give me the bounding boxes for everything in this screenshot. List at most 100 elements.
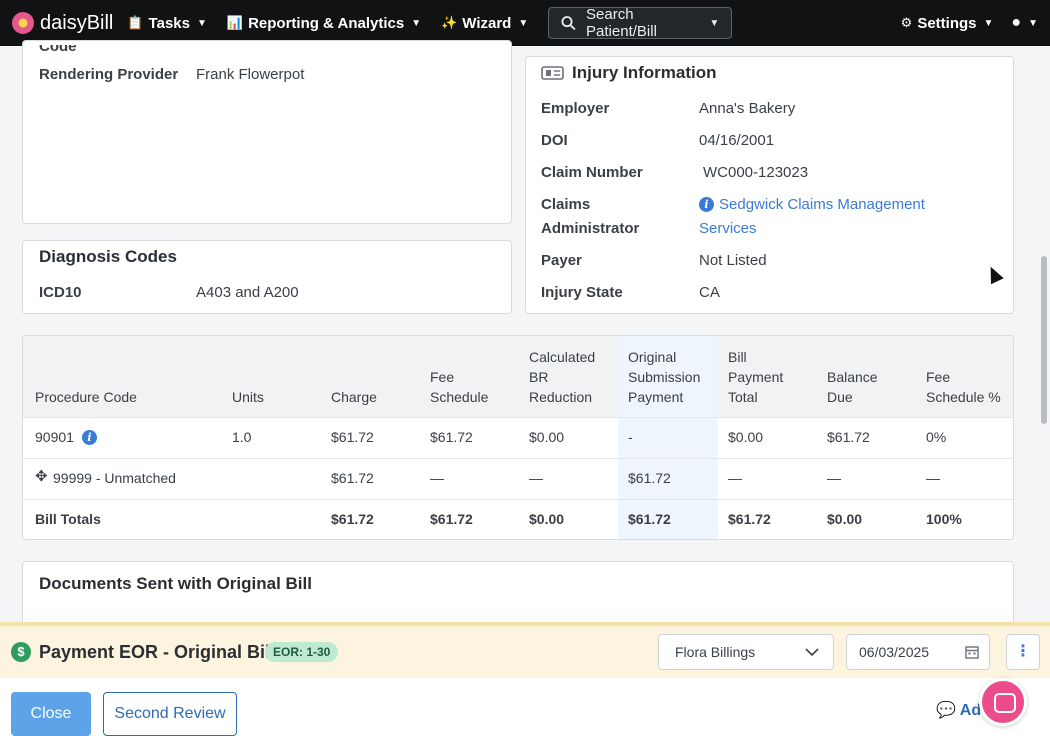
nav-tasks-label: Tasks [148, 14, 190, 32]
header-original-submission-payment: Original [628, 349, 677, 365]
header-bill-payment-total: Payment [728, 369, 784, 385]
nav-settings-label: Settings [917, 14, 977, 32]
date-input[interactable]: 06/03/2025 [846, 634, 990, 670]
procedure-table: Procedure Code Units Charge Fee Schedule Calc… [22, 335, 1014, 540]
claims-admin-label-1: Claims [541, 196, 591, 213]
diagnosis-card [22, 240, 512, 314]
table-cell-fee-schedule: — [430, 470, 444, 486]
table-cell-procedure-code: 90901 [35, 429, 74, 445]
header-bill-payment-total: Total [728, 389, 758, 405]
eor-badge: EOR: 1-30 [265, 642, 339, 662]
date-value: 06/03/2025 [859, 644, 930, 660]
injury-state-label: Injury State [541, 284, 623, 301]
rendering-provider-label: Rendering Provider [39, 66, 179, 83]
chat-launcher-button[interactable] [979, 678, 1027, 726]
provider-card [22, 40, 512, 224]
move-arrows-icon[interactable]: ✥ [35, 468, 48, 485]
totals-cell-original-submission-payment: $61.72 [628, 511, 671, 527]
table-cell-bill-payment-total: — [728, 470, 742, 486]
table-cell-balance-due: $61.72 [827, 429, 870, 445]
close-button[interactable]: Close [11, 692, 91, 736]
chevron-down-icon: ▼ [983, 17, 994, 29]
header-charge: Charge [331, 389, 377, 405]
documents-title: Documents Sent with Original Bill [39, 574, 312, 593]
more-options-button[interactable]: ⋮ [1006, 634, 1040, 670]
claims-admin-link-1[interactable]: Sedgwick Claims Management [719, 196, 925, 213]
chevron-down-icon: ▼ [196, 17, 207, 29]
kebab-icon: ⋮ [1015, 643, 1031, 660]
assignee-value: Flora Billings [675, 644, 756, 660]
claims-admin-label-2: Administrator [541, 220, 640, 237]
table-cell-fee-schedule: $61.72 [430, 429, 473, 445]
header-procedure-code: Procedure Code [35, 389, 137, 405]
injury-title: Injury Information [572, 63, 717, 82]
header-fee-schedule-percent: Schedule % [926, 389, 1001, 405]
cut-off-label: Code [39, 38, 77, 55]
daisy-logo-icon [12, 12, 34, 34]
table-cell-fee-schedule-percent: 0% [926, 429, 947, 445]
header-balance-due: Due [827, 389, 853, 405]
header-original-submission-payment: Submission [628, 369, 701, 385]
search-icon [561, 16, 576, 31]
scrollbar-thumb[interactable] [1041, 256, 1047, 424]
row-divider [23, 458, 1013, 459]
user-avatar-icon: ● [1011, 14, 1022, 31]
table-cell-original-submission-payment: - [628, 429, 633, 445]
nav-reporting[interactable]: 📊 Reporting & Analytics ▼ [227, 15, 421, 32]
diagnosis-title: Diagnosis Codes [39, 247, 177, 266]
dollar-icon: $ [11, 642, 31, 662]
comment-icon: 💬 [936, 702, 956, 719]
nav-wizard-label: Wizard [462, 14, 512, 32]
nav-wizard[interactable]: ✨ Wizard ▼ [441, 15, 528, 32]
totals-cell-fee-schedule: $61.72 [430, 511, 473, 527]
header-balance-due: Balance [827, 369, 878, 385]
table-cell-charge: $61.72 [331, 429, 374, 445]
totals-cell-charge: $61.72 [331, 511, 374, 527]
info-icon[interactable]: i [699, 197, 714, 212]
second-review-button[interactable]: Second Review [103, 692, 237, 736]
header-calculated-br-reduction: Calculated [529, 349, 596, 365]
original-submission-column-highlight [618, 336, 718, 539]
injury-state-value: CA [699, 284, 720, 301]
nav-tasks[interactable]: 📋 Tasks ▼ [127, 15, 207, 32]
totals-cell-balance-due: $0.00 [827, 511, 863, 527]
header-fee-schedule: Fee [430, 369, 455, 385]
table-cell-units: 1.0 [232, 429, 252, 445]
claims-admin-link-2[interactable]: Services [699, 220, 757, 237]
payer-label: Payer [541, 252, 582, 269]
claim-number-value: WC000-123023 [703, 164, 809, 181]
info-icon[interactable]: i [82, 430, 97, 445]
totals-cell-procedure-code: Bill Totals [35, 511, 101, 527]
nav-user-menu[interactable]: ● ▼ [1011, 14, 1038, 32]
table-header [23, 336, 1013, 417]
totals-cell-fee-schedule-percent: 100% [926, 511, 962, 527]
table-cell-bill-payment-total: $0.00 [728, 429, 764, 445]
doi-value: 04/16/2001 [699, 132, 775, 149]
payment-title: Payment EOR - Original Bill [39, 642, 276, 662]
bar-chart-icon: 📊 [226, 15, 244, 30]
search-patient-bill[interactable]: Search Patient/Bill ▼ [548, 6, 733, 40]
calendar-icon [965, 646, 979, 659]
magic-wand-icon: ✨ [441, 15, 458, 30]
employer-label: Employer [541, 100, 610, 117]
nav-settings[interactable]: ⚙ Settings ▼ [901, 15, 994, 32]
rendering-provider-value: Frank Flowerpot [196, 66, 305, 83]
icd10-label: ICD10 [39, 284, 82, 301]
employer-value: Anna's Bakery [699, 100, 796, 117]
icd10-value: A403 and A200 [196, 284, 299, 301]
row-divider [23, 417, 1013, 418]
header-calculated-br-reduction: Reduction [529, 389, 593, 405]
brand-logo[interactable]: daisyBill [12, 12, 113, 35]
gear-icon: ⚙ [900, 15, 913, 30]
assignee-select[interactable]: Flora Billings [658, 634, 834, 670]
search-label: Search Patient/Bill [586, 6, 657, 40]
chevron-down-icon: ▼ [411, 17, 422, 29]
totals-cell-bill-payment-total: $61.72 [728, 511, 771, 527]
payer-value: Not Listed [699, 252, 767, 269]
chevron-down-icon: ▼ [709, 17, 720, 29]
top-nav: daisyBill 📋 Tasks ▼ 📊 Reporting & Analyt… [0, 0, 1050, 46]
claim-number-label: Claim Number [541, 164, 643, 181]
table-cell-balance-due: — [827, 470, 841, 486]
header-bill-payment-total: Bill [728, 349, 747, 365]
header-fee-schedule-percent: Fee [926, 369, 951, 385]
